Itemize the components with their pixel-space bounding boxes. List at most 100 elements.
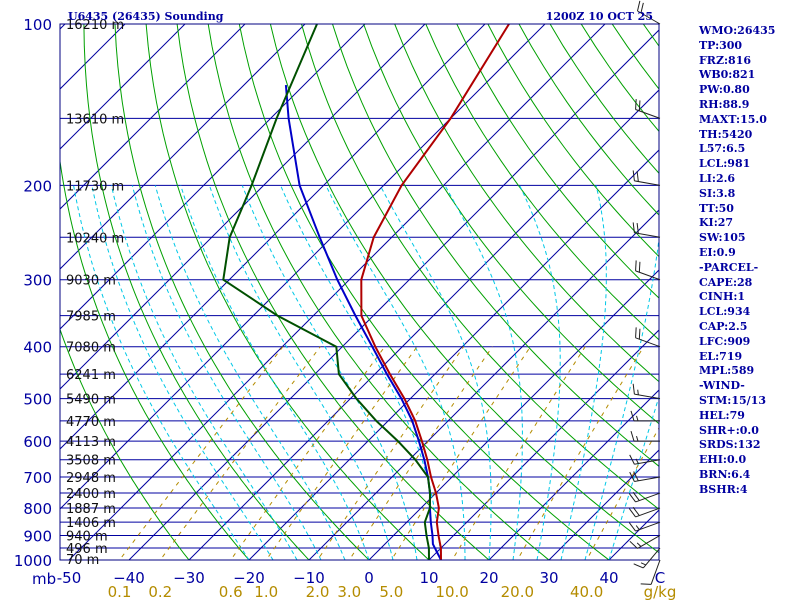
moist-adiabat-line [325,185,466,560]
wind-barb-flag [635,99,637,110]
isotherm-line [60,24,486,450]
wind-barb-flag [632,222,635,233]
wind-barb-flag [633,471,639,482]
dewpoint-trace-line [222,24,432,560]
temperature-tick-label: 40 [599,569,618,587]
index-line: SI:3.8 [699,186,736,200]
mixing-ratio-line [265,346,418,560]
index-line: RH:88.9 [699,97,750,111]
mixing-ratio-label: 40.0 [570,583,603,600]
wind-barb-half-flag [636,542,642,547]
index-line: CINH:1 [699,290,746,304]
wind-barb-flag [629,471,635,482]
wind-barb [632,222,661,238]
temperature-tick-label: 10 [419,569,438,587]
moist-adiabat-line [280,185,442,560]
index-line: EHI:0.0 [699,453,747,467]
mixing-ratio-label: 20.0 [501,583,534,600]
wind-barb-half-flag [635,525,640,530]
index-line: TH:5420 [699,127,753,141]
height-label: 2400 m [66,487,116,502]
wind-barb-staff [635,521,661,532]
dry-adiabat-line [363,24,659,425]
wind-barb-half-flag [637,389,639,395]
moist-adiabat-line [154,185,346,560]
dry-adiabat-line [332,24,659,467]
pressure-tick-label: 500 [23,391,52,409]
wind-barb-flag [638,100,641,111]
wind-barb-flag [629,454,635,465]
moist-adiabat-line [73,185,250,560]
height-label: 1406 m [66,516,116,531]
sounding-profiles [222,24,510,560]
mixing-ratio-label: 0.1 [108,583,132,600]
index-line: FRZ:816 [699,53,752,67]
index-line: -WIND- [699,379,745,393]
mixing-ratio-line [348,346,493,560]
height-label: 70 m [66,553,99,568]
wind-barb [628,521,661,532]
wind-barb-flag [632,383,635,395]
wind-barb-staff [634,459,661,465]
mixing-ratio-label: 0.2 [148,583,172,600]
dry-adiabat-line [207,24,550,560]
height-label: 13610 m [66,112,124,127]
height-label: 7080 m [66,341,116,356]
height-label: 7985 m [66,310,116,325]
dry-adiabat-line [301,24,659,510]
mixing-ratio-label: 1.0 [254,583,278,600]
pressure-tick-label: 600 [23,433,52,451]
wind-barb-staff [635,109,661,119]
isotherm-line [368,269,659,560]
dry-adiabat-line [176,24,490,560]
moist-adiabat-line [208,185,394,560]
moist-adiabat-line [91,185,274,560]
moist-adiabat-line [131,185,322,560]
wind-barb [635,260,661,281]
wind-barbs [628,0,661,585]
index-line: CAPE:28 [699,275,753,289]
wind-barb-staff [650,559,661,585]
wind-barb-flag [638,261,641,273]
wind-barb-flag [636,171,639,182]
mixing-ratio-line [451,346,586,560]
wind-barb [629,471,661,482]
index-line: STM:15/13 [699,393,766,407]
pressure-tick-label: 800 [23,500,52,518]
wind-barb [629,535,661,549]
wind-barb-flag [628,522,636,532]
wind-barb [635,99,661,119]
wind-barb [630,430,660,442]
wind-barb-flag [635,260,637,271]
wind-barb [633,547,661,569]
pressure-tick-label: 200 [23,177,52,195]
wind-barb-flag [632,506,640,516]
temperature-tick-label: −20 [233,569,265,587]
index-line: LI:2.6 [699,171,736,185]
index-line: BRN:6.4 [699,467,751,481]
wind-barb-staff [634,393,661,400]
wind-barb-half-flag [636,435,639,442]
observation-time: 1200Z 10 OCT 25 [546,10,653,23]
index-line: KI:27 [699,216,734,230]
wind-barb-staff [635,337,661,348]
index-line: MPL:589 [699,364,755,378]
wind-barb [630,410,660,422]
mixing-ratio-line [586,426,659,560]
moist-adiabat-line [444,185,523,560]
pressure-tick-label: 1000 [14,552,52,570]
parcel-trace-line [284,85,442,560]
height-label: 496 m [66,542,108,557]
wind-barb [628,506,661,518]
wind-barb-flag [632,170,635,181]
isotherm-line [188,89,659,560]
wind-barb-half-flag [636,415,639,421]
isotherm-line [488,389,659,560]
background-grid [60,24,659,560]
mixing-ratio-label: 5.0 [379,583,403,600]
index-line: TP:300 [699,38,743,52]
moist-adiabat-line [241,185,418,560]
isotherm-line [68,24,606,560]
